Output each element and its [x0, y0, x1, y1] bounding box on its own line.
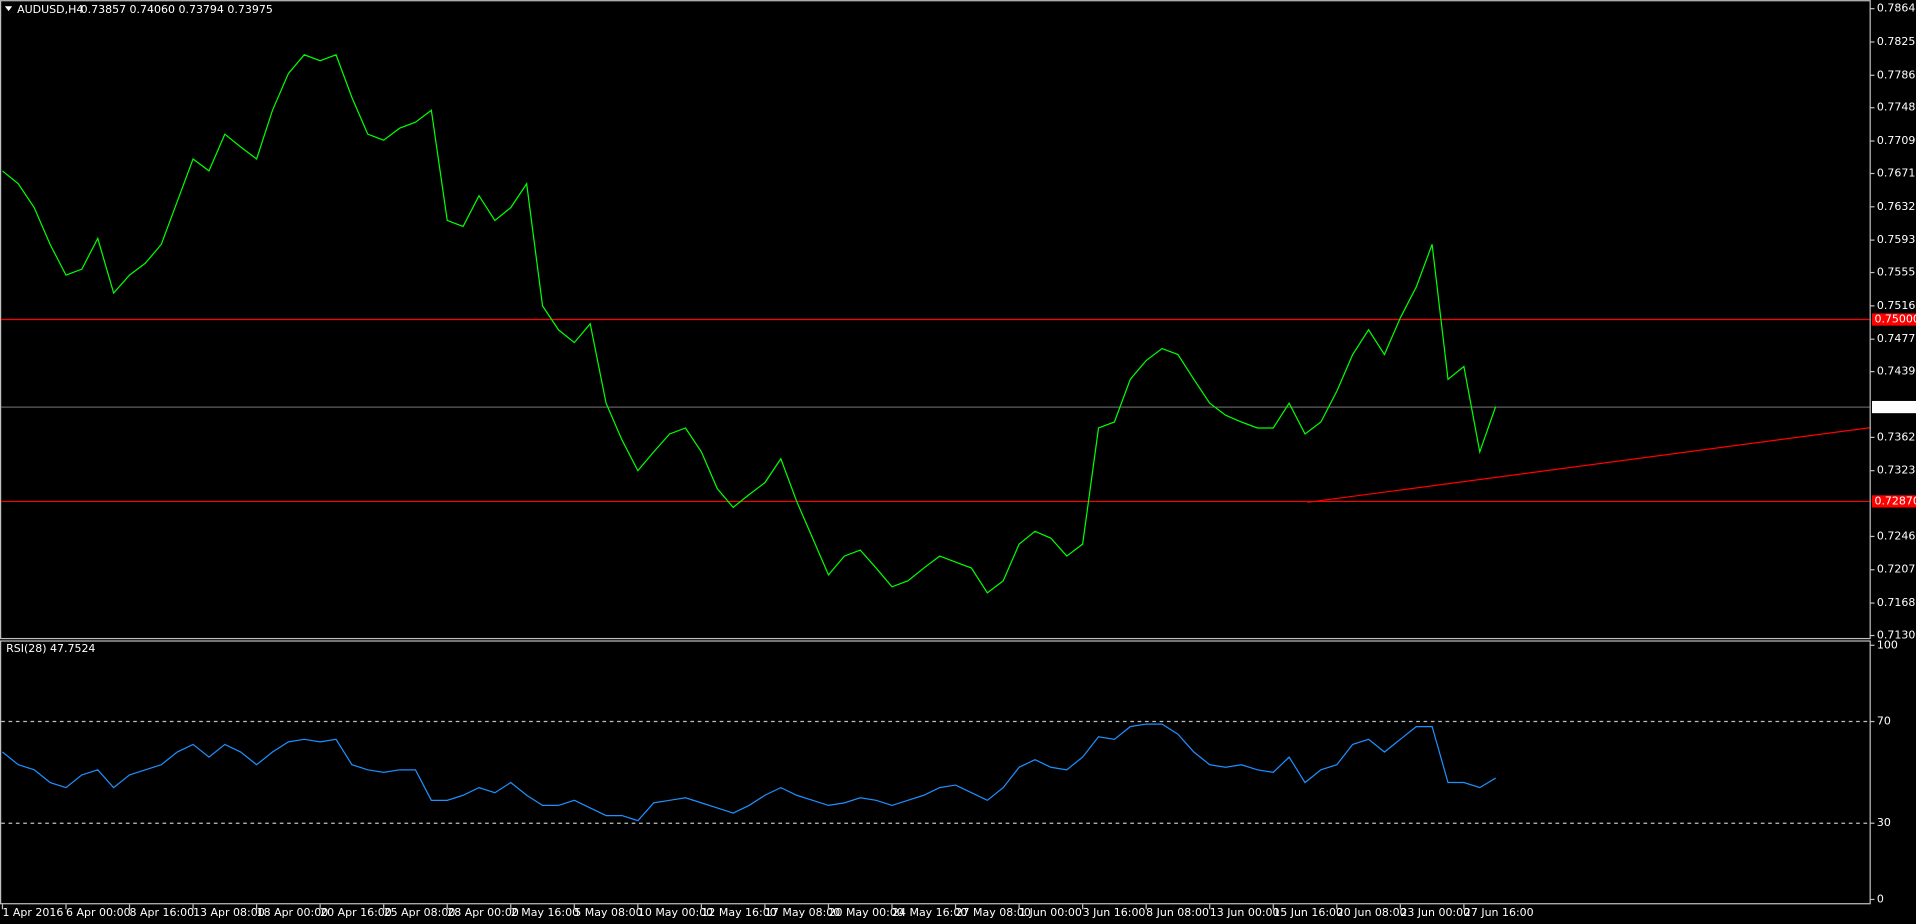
- price-label: 0.72870: [1874, 494, 1916, 507]
- y-tick-label: 100: [1877, 638, 1898, 651]
- x-tick-label: 27 May 08:00: [956, 906, 1031, 919]
- y-tick-label: 70: [1877, 715, 1891, 728]
- price-pane: [0, 0, 1871, 640]
- x-tick-label: 6 Apr 00:00: [66, 906, 131, 919]
- x-tick-label: 24 May 16:00: [892, 906, 967, 919]
- x-tick-label: 8 Apr 16:00: [130, 906, 195, 919]
- price-label-box: [1872, 313, 1916, 326]
- x-tick-label: 18 Apr 00:00: [257, 906, 329, 919]
- x-tick-label: 12 May 16:00: [701, 906, 776, 919]
- x-tick-label: 25 Apr 08:00: [384, 906, 456, 919]
- y-tick-label: 30: [1877, 816, 1891, 829]
- y-tick-label: 0: [1877, 892, 1884, 905]
- x-tick-label: 27 Jun 16:00: [1464, 906, 1534, 919]
- x-tick-label: 17 May 08:00: [765, 906, 840, 919]
- x-tick-label: 13 Jun 00:00: [1210, 906, 1280, 919]
- x-tick-label: 10 May 00:00: [638, 906, 713, 919]
- rsi-line: [2, 723, 1496, 822]
- rsi-pane: [0, 640, 1871, 905]
- x-tick-label: 13 Apr 08:00: [193, 906, 265, 919]
- x-tick-label: 15 Jun 16:00: [1273, 906, 1343, 919]
- price-label-box: [1872, 495, 1916, 508]
- x-tick-label: 5 May 08:00: [574, 906, 642, 919]
- x-tick-label: 8 Jun 08:00: [1146, 906, 1209, 919]
- x-tick-label: 28 Apr 00:00: [447, 906, 519, 919]
- menu-arrow[interactable]: [4, 6, 13, 12]
- trend-line: [1307, 427, 1870, 503]
- price-line: [2, 53, 1497, 594]
- x-tick-label: 20 Jun 08:00: [1337, 906, 1407, 919]
- chart-subtitle: 0.73857 0.74060 0.73794 0.73975: [81, 3, 273, 16]
- x-tick-label: 1 Jun 00:00: [1019, 906, 1082, 919]
- x-tick-label: 3 Jun 16:00: [1083, 906, 1146, 919]
- rsi-title: RSI(28) 47.7524: [6, 642, 95, 655]
- last-price-label: 0.73975: [1874, 400, 1916, 413]
- x-tick-label: 23 Jun 00:00: [1400, 906, 1470, 919]
- x-tick-label: 2 May 16:00: [511, 906, 579, 919]
- x-tick-label: 20 May 00:00: [828, 906, 903, 919]
- chart-title: AUDUSD,H4: [17, 3, 83, 16]
- x-tick-label: 1 Apr 2016: [2, 906, 63, 919]
- last-price-box: [1872, 400, 1916, 414]
- price-label: 0.75000: [1874, 313, 1916, 326]
- x-tick-label: 20 Apr 16:00: [320, 906, 392, 919]
